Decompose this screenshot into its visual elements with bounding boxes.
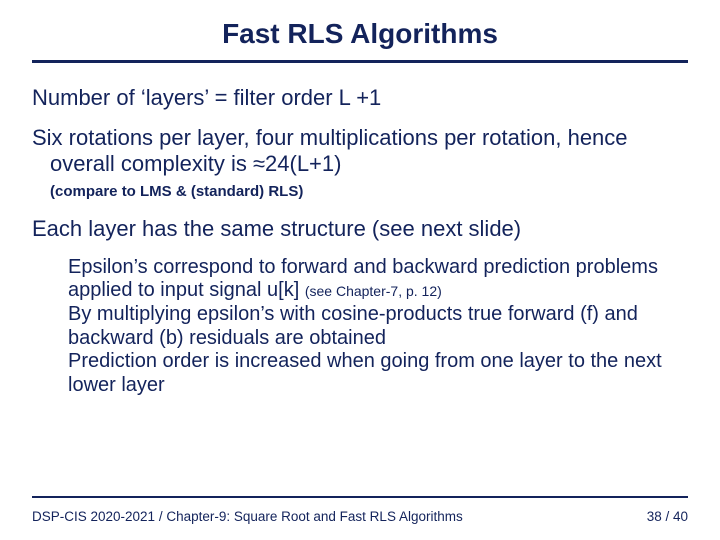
paragraph-layers: Number of ‘layers’ = filter order L +1 — [32, 85, 688, 111]
footer-page-number: 38 / 40 — [647, 509, 688, 524]
footer-left: DSP-CIS 2020-2021 / Chapter-9: Square Ro… — [32, 509, 463, 524]
sub-order: Prediction order is increased when going… — [68, 350, 662, 396]
footer-rule — [32, 496, 688, 498]
slide-body: Number of ‘layers’ = filter order L +1 S… — [32, 85, 688, 397]
paragraph-structure: Each layer has the same structure (see n… — [32, 216, 688, 242]
paragraph-complexity: Six rotations per layer, four multiplica… — [32, 125, 688, 177]
sub-residuals: By multiplying epsilon’s with cosine-pro… — [68, 303, 638, 349]
sub-block: Epsilon’s correspond to forward and back… — [32, 256, 688, 398]
sub-epsilon-ref: (see Chapter-7, p. 12) — [305, 283, 442, 299]
footer: DSP-CIS 2020-2021 / Chapter-9: Square Ro… — [32, 509, 688, 524]
slide-title: Fast RLS Algorithms — [32, 18, 688, 50]
paragraph-complexity-note: (compare to LMS & (standard) RLS) — [32, 183, 688, 200]
title-rule — [32, 60, 688, 63]
paragraph-complexity-text: Six rotations per layer, four multiplica… — [32, 125, 688, 177]
slide: Fast RLS Algorithms Number of ‘layers’ =… — [0, 0, 720, 540]
